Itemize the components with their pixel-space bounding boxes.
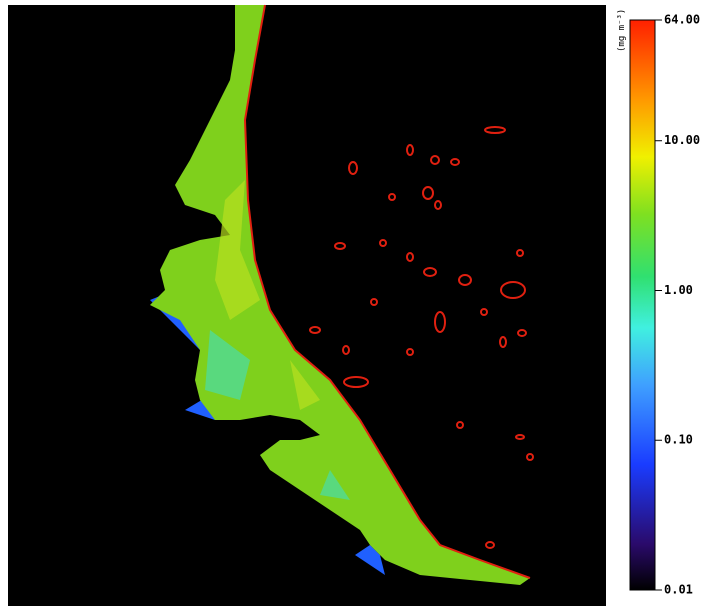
page: {"colorbar": {"label": "(mg m⁻³)", "scal… <box>0 0 713 611</box>
tick-label: 64.00 <box>664 13 700 27</box>
satellite-image <box>8 5 606 606</box>
tick-label: 0.10 <box>664 433 693 447</box>
tick-label: 1.00 <box>664 283 693 297</box>
colorbar-label: (mg m⁻³) <box>617 9 627 52</box>
figure: (mg m⁻³) 64.00 10.00 1.00 0.10 0.01 <box>0 0 713 611</box>
tick-label: 10.00 <box>664 133 700 147</box>
colorbar-ticks: 64.00 10.00 1.00 0.10 0.01 <box>655 13 700 597</box>
tick-label: 0.01 <box>664 583 693 597</box>
colorbar <box>630 20 655 590</box>
